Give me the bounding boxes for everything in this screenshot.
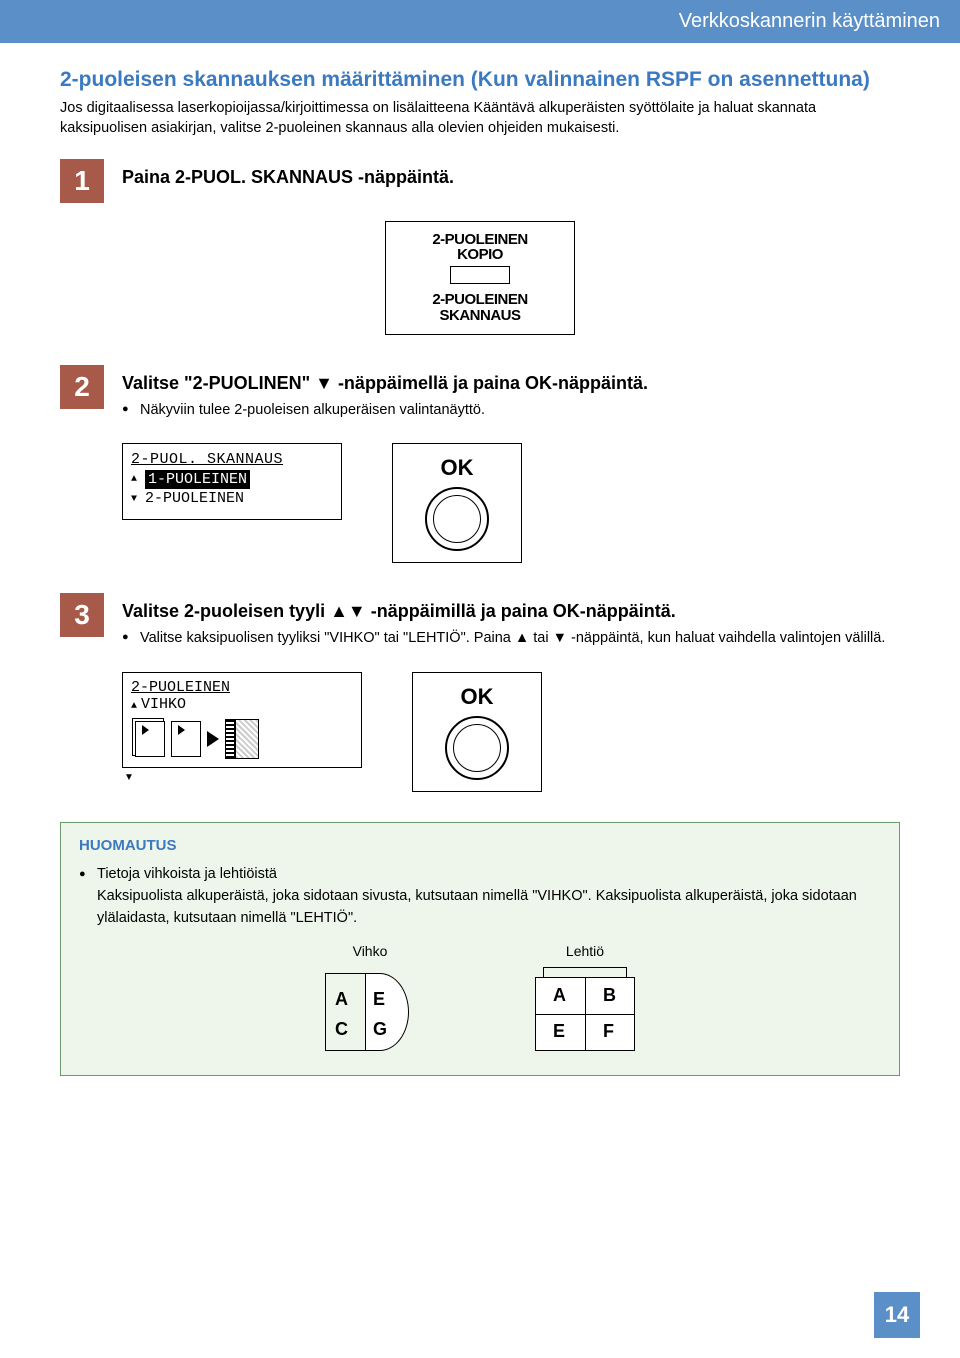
lcd-display: 2-PUOL. SKANNAUS 1-PUOLEINEN 2-PUOLEINEN [122,443,342,520]
booklet-icon: A C E G [325,967,415,1057]
diagram-col-lehtio: Lehtiö A B E F [535,943,635,1057]
note-text: Kaksipuolista alkuperäistä, joka sidotaa… [97,888,857,926]
lcd-header: 2-PUOL. SKANNAUS [131,450,333,470]
lcd-graphic [135,719,353,759]
lcd-option-selected: 1-PUOLEINEN [131,470,333,490]
note-diagrams: Vihko A C E G Lehtiö A B E F [79,943,881,1057]
panel-label: 2-PUOLEINEN [400,292,560,308]
step-title: Valitse 2-puoleisen tyyli ▲▼ -näppäimill… [122,601,900,622]
step3-figures: 2-PUOLEINEN VIHKO ▼ OK [122,672,900,792]
book-icon [225,719,261,759]
note-title: HUOMAUTUS [79,837,881,854]
page-icon [135,721,165,757]
step-2: 2 Valitse "2-PUOLINEN" ▼ -näppäimellä ja… [60,365,900,426]
intro-text: Jos digitaalisessa laserkopioijassa/kirj… [60,98,900,139]
step-3: 3 Valitse 2-puoleisen tyyli ▲▼ -näppäimi… [60,593,900,654]
step1-panel: 2-PUOLEINEN KOPIO 2-PUOLEINEN SKANNAUS [385,221,575,335]
down-triangle-icon: ▼ [124,772,362,783]
step-bullet: Valitse kaksipuolisen tyyliksi "VIHKO" t… [122,628,900,650]
lcd-option: 2-PUOLEINEN [131,489,333,509]
top-banner: Verkkoskannerin käyttäminen [0,0,960,43]
diagram-label: Vihko [325,943,415,959]
step-number: 3 [60,593,104,637]
diagram-label: Lehtiö [535,943,635,959]
lcd-option: VIHKO [131,696,353,713]
diagram-col-vihko: Vihko A C E G [325,943,415,1057]
step-title: Paina 2-PUOL. SKANNAUS -näppäintä. [122,167,900,188]
note-box: HUOMAUTUS Tietoja vihkoista ja lehtiöist… [60,822,900,1076]
lcd-display: 2-PUOLEINEN VIHKO [122,672,362,768]
page: Verkkoskannerin käyttäminen 2-puoleisen … [0,0,960,1358]
step2-figures: 2-PUOL. SKANNAUS 1-PUOLEINEN 2-PUOLEINEN… [122,443,900,563]
ok-button-icon [425,487,489,551]
arrow-icon [207,731,219,747]
ok-label: OK [461,684,494,710]
panel-label: SKANNAUS [400,308,560,324]
page-icon [171,721,201,757]
ok-button-panel: OK [392,443,522,563]
ok-label: OK [441,455,474,481]
panel-slot [450,266,510,284]
ok-button-panel: OK [412,672,542,792]
panel-label: KOPIO [400,247,560,263]
panel-label: 2-PUOLEINEN [400,232,560,248]
lcd-header: 2-PUOLEINEN [131,679,353,696]
tablet-icon: A B E F [535,967,635,1057]
step-title: Valitse "2-PUOLINEN" ▼ -näppäimellä ja p… [122,373,900,394]
step-bullet: Näkyviin tulee 2-puoleisen alkuperäisen … [122,400,900,422]
section-title: 2-puoleisen skannauksen määrittäminen (K… [60,68,900,92]
step-number: 2 [60,365,104,409]
note-body: Tietoja vihkoista ja lehtiöistä Kaksipuo… [79,864,881,929]
page-number: 14 [874,1292,920,1338]
note-line1: Tietoja vihkoista ja lehtiöistä [97,866,277,882]
step-1: 1 Paina 2-PUOL. SKANNAUS -näppäintä. [60,159,900,203]
ok-button-icon [445,716,509,780]
step-number: 1 [60,159,104,203]
